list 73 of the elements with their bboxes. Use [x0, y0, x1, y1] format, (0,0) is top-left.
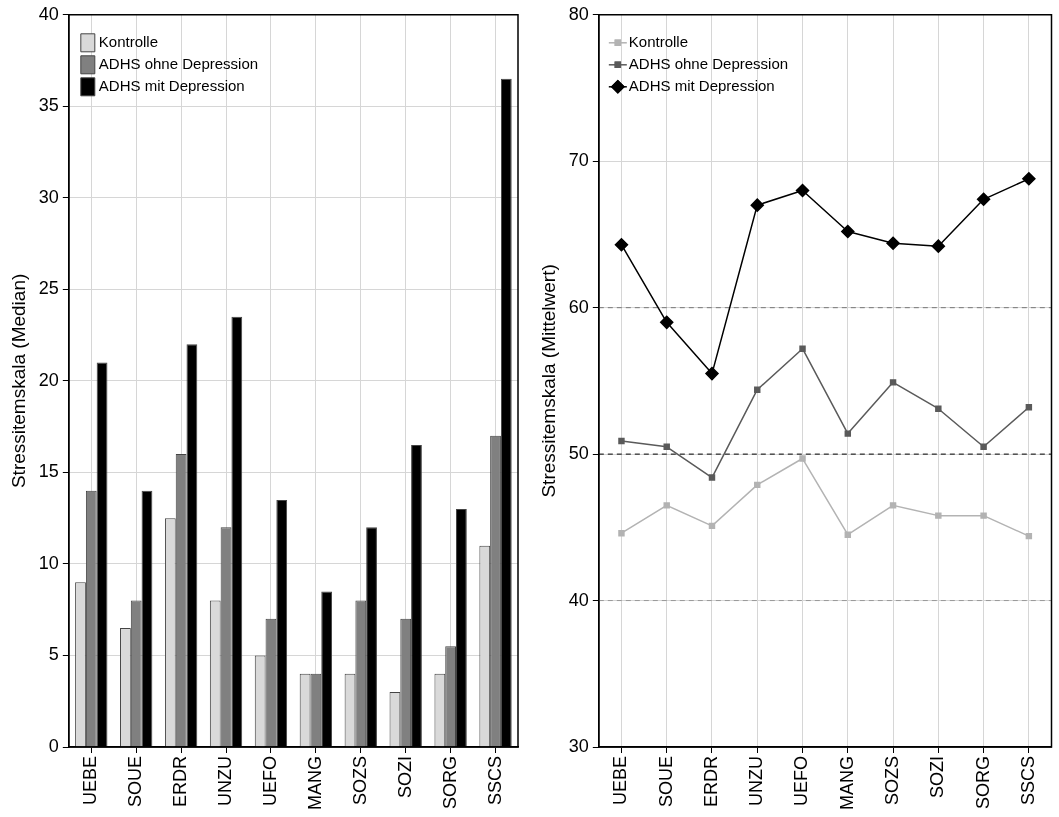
y-tick-label: 25 [38, 278, 59, 299]
point [614, 237, 629, 252]
x-tick-label: SOZI [394, 756, 415, 799]
x-tick-label: UEBE [610, 756, 631, 806]
y-tick-label: 60 [568, 296, 589, 317]
point [841, 224, 855, 239]
y-tick-label: 80 [568, 3, 589, 24]
x-tick-label: UNZU [215, 756, 235, 806]
y-tick-label: 35 [38, 95, 59, 116]
y-axis-title: Stressitemskala (Median) [7, 273, 29, 489]
legend-label: ADHS ohne Depression [98, 54, 259, 72]
point [708, 474, 716, 481]
x-tick-label: SORG [972, 756, 993, 810]
y-tick-label: 40 [38, 3, 59, 24]
y-axis-title: Stressitemskala (Mittelwert) [537, 264, 559, 498]
point [663, 502, 670, 509]
point [799, 345, 806, 352]
y-tick-label: 30 [568, 735, 589, 756]
point [886, 236, 900, 250]
point [659, 315, 674, 330]
point [708, 522, 716, 530]
y-tick-label: 10 [38, 552, 59, 573]
x-tick-label: SOZS [349, 756, 370, 806]
point [980, 443, 987, 451]
point [1022, 172, 1036, 186]
y-tick-label: 40 [568, 589, 589, 610]
point [935, 405, 942, 412]
x-tick-label: ERDR [700, 756, 721, 808]
legend-label: Kontrolle [98, 32, 159, 50]
point [976, 192, 991, 207]
x-tick-label: MANG [836, 756, 857, 810]
point [618, 437, 625, 445]
y-tick-label: 70 [568, 150, 589, 171]
x-tick-label: SOUE [655, 756, 676, 808]
point [799, 455, 806, 462]
x-tick-label: SOZI [927, 756, 948, 799]
point [705, 366, 719, 381]
x-tick-label: UNZU [746, 756, 767, 806]
point [889, 379, 897, 386]
point [1025, 404, 1033, 411]
x-tick-label: MANG [304, 756, 325, 810]
point [618, 529, 625, 537]
legend-label: ADHS mit Depression [98, 76, 245, 94]
legend-label: ADHS ohne Depression [628, 54, 789, 72]
point [1025, 532, 1033, 540]
point [750, 198, 765, 212]
legend-label: Kontrolle [628, 32, 689, 50]
x-tick-label: UEBE [80, 756, 101, 806]
x-tick-label: SOUE [125, 756, 146, 808]
x-tick-label: ERDR [170, 756, 191, 808]
legend-label: ADHS mit Depression [628, 76, 775, 94]
point [844, 531, 852, 538]
x-tick-label: SSCS [1017, 756, 1038, 806]
y-tick-label: 20 [38, 369, 59, 390]
y-tick-label: 30 [38, 186, 59, 207]
point [795, 183, 810, 198]
point [980, 512, 987, 519]
x-tick-label: UEFO [791, 756, 812, 807]
point [935, 512, 942, 519]
point [844, 430, 852, 437]
point [754, 481, 761, 489]
x-tick-label: SOZS [882, 756, 903, 806]
y-tick-label: 0 [48, 735, 59, 756]
point [931, 239, 946, 253]
point [754, 386, 761, 393]
x-tick-label: SSCS [484, 756, 505, 806]
x-tick-label: UEFO [259, 756, 280, 807]
point [889, 502, 897, 509]
point [663, 443, 670, 451]
y-tick-label: 5 [48, 644, 59, 665]
y-tick-label: 15 [38, 461, 59, 482]
x-tick-label: SORG [439, 756, 460, 810]
y-tick-label: 50 [568, 443, 589, 464]
